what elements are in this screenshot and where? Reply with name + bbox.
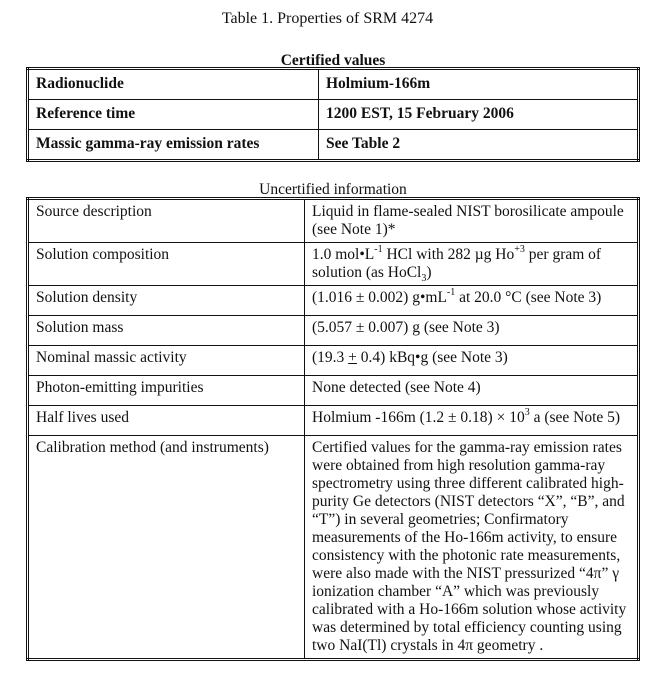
plus-minus: +	[348, 349, 357, 366]
table-row: Nominal massic activity (19.3 + 0.4) kBq•…	[27, 345, 639, 376]
cell-value: Holmium -166m (1.2 ± 0.18) × 103 a (see …	[304, 405, 639, 436]
cell-value: 1.0 mol•L-1 HCl with 282 µg Ho+3 per gra…	[304, 242, 639, 286]
cell-key: Solution mass	[27, 315, 305, 346]
cell-key: Half lives used	[27, 405, 305, 436]
text: Holmium -166m (1.2 ± 0.18) × 10	[312, 409, 525, 426]
table-row: Photon-emitting impurities None detected …	[27, 375, 639, 406]
cell-key: Nominal massic activity	[27, 345, 305, 376]
table-row: Massic gamma-ray emission rates See Table…	[27, 129, 639, 161]
cell-value: See Table 2	[318, 129, 639, 161]
cell-value: Liquid in flame-sealed NIST borosilicate…	[304, 198, 639, 243]
cell-value: 1200 EST, 15 February 2006	[318, 99, 639, 130]
text: a (see Note 5)	[529, 409, 621, 426]
text: )	[426, 264, 432, 281]
table-row: Source description Liquid in flame-sealed…	[27, 198, 639, 243]
text: 1.0 mol•L	[312, 246, 375, 263]
subscript: 3	[421, 273, 427, 285]
uncertified-table: Source description Liquid in flame-sealed…	[26, 197, 640, 661]
cell-key: Solution composition	[27, 242, 305, 286]
cell-value: None detected (see Note 4)	[304, 375, 639, 406]
cell-key: Radionuclide	[27, 68, 319, 100]
superscript: +3	[514, 244, 525, 255]
text: at 20.0 °C (see Note 3)	[455, 289, 602, 306]
text: (1.016 ± 0.002) g•mL	[312, 289, 447, 306]
table-row: Reference time 1200 EST, 15 February 2006	[27, 99, 639, 130]
cell-value: (19.3 + 0.4) kBq•g (see Note 3)	[304, 345, 639, 376]
table-row: Solution mass (5.057 ± 0.007) g (see Note…	[27, 315, 639, 346]
cell-value: (1.016 ± 0.002) g•mL-1 at 20.0 °C (see N…	[304, 285, 639, 316]
certified-table: Radionuclide Holmium-166m Reference time 1…	[26, 67, 640, 162]
certified-caption: Certified values	[280, 52, 386, 69]
cell-key: Reference time	[27, 99, 319, 130]
cell-key: Source description	[27, 198, 305, 243]
cell-value: (5.057 ± 0.007) g (see Note 3)	[304, 315, 639, 346]
table-row: Half lives used Holmium -166m (1.2 ± 0.18…	[27, 405, 639, 436]
cell-value: Holmium-166m	[318, 68, 639, 100]
cell-value: Certified values for the gamma-ray emiss…	[304, 435, 639, 660]
cell-key: Photon-emitting impurities	[27, 375, 305, 406]
text: 0.4) kBq•g (see Note 3)	[356, 349, 508, 366]
table-row: Solution density (1.016 ± 0.002) g•mL-1 a…	[27, 285, 639, 316]
cell-key: Massic gamma-ray emission rates	[27, 129, 319, 161]
cell-key: Solution density	[27, 285, 305, 316]
superscript: -1	[374, 244, 383, 255]
superscript: 3	[524, 407, 530, 418]
text: per gram of solution (as HoCl	[312, 246, 602, 281]
table-row: Calibration method (and instruments) Cert…	[27, 435, 639, 660]
cell-key: Calibration method (and instruments)	[27, 435, 305, 660]
uncertified-caption: Uncertified information	[259, 181, 407, 198]
text: (19.3	[312, 349, 349, 366]
table-row: Solution composition 1.0 mol•L-1 HCl with…	[27, 242, 639, 286]
superscript: -1	[446, 287, 456, 298]
text: HCl with 282 µg Ho	[382, 246, 515, 263]
table-title: Table 1. Properties of SRM 4274	[221, 10, 434, 27]
table-row: Radionuclide Holmium-166m	[27, 68, 639, 100]
